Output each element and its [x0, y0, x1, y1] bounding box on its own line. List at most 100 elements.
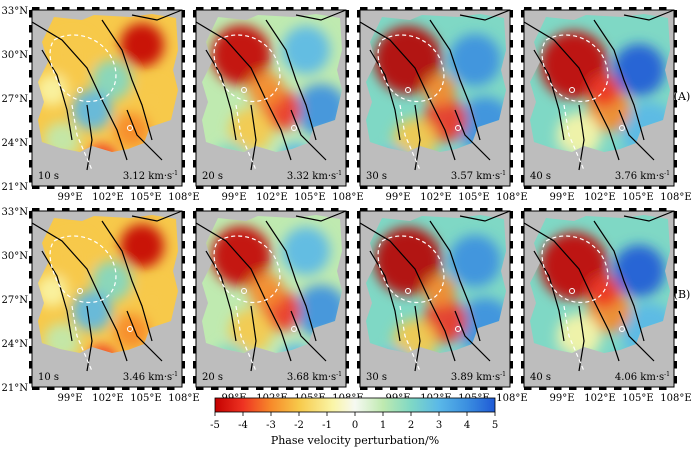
longitude-tick: 102°E: [584, 393, 615, 404]
row-label-b: (B): [674, 288, 691, 301]
dashed-fault: [399, 104, 421, 171]
velocity-anomaly: [449, 34, 501, 86]
fault-line: [459, 210, 511, 222]
row-b-label: (B): [674, 288, 691, 301]
fault-line: [86, 305, 93, 372]
velocity-anomaly: [449, 235, 501, 287]
dashed-fault: [71, 104, 93, 171]
dashed-fault: [71, 305, 93, 372]
station-marker: [241, 288, 247, 294]
velocity-anomaly: [248, 72, 284, 108]
fault-line: [250, 104, 257, 171]
fault-line: [359, 21, 456, 161]
period-label: 20 s: [202, 171, 223, 182]
velocity-anomaly: [229, 108, 273, 152]
fault-line: [623, 9, 675, 21]
station-marker: [77, 87, 83, 93]
period-label: 30 s: [366, 171, 387, 182]
fault-line: [250, 305, 257, 372]
velocity-anomaly: [50, 33, 94, 77]
colorbar-tick: 1: [380, 420, 386, 431]
velocity-anomaly: [248, 273, 284, 309]
fault-line: [593, 19, 645, 141]
longitude-tick: 102°E: [420, 192, 451, 203]
row-label-a: (A): [674, 90, 691, 103]
fault-line: [101, 19, 153, 141]
map-panel: 40 s 4.06 km·s-1 99°E 102°E 105°E 108°E: [521, 208, 692, 404]
fault-line: [41, 49, 73, 141]
map-panel: 30 s 3.57 km·s-1 99°E 102°E 105°E 108°E: [357, 7, 528, 203]
fault-line: [290, 109, 327, 161]
period-label: 40 s: [530, 372, 551, 383]
station-marker: [77, 288, 83, 294]
longitude-tick: 108°E: [168, 393, 199, 404]
station-marker: [127, 326, 133, 332]
fault-line: [429, 19, 481, 141]
longitude-tick: 102°E: [92, 192, 123, 203]
velocity-anomaly: [72, 291, 112, 331]
velocity-anomaly: [120, 224, 164, 268]
latitude-tick: 33°N: [2, 207, 29, 218]
velocity-anomaly: [557, 113, 601, 152]
period-label: 30 s: [366, 372, 387, 383]
dashed-fault: [399, 305, 421, 372]
fault-line: [131, 210, 183, 222]
map-panel: 20 s 3.32 km·s-1 99°E 102°E 105°E 108°E: [193, 7, 364, 203]
fault-line: [578, 305, 585, 372]
fault-line: [454, 109, 491, 161]
latitude-tick: 24°N: [2, 339, 29, 350]
velocity-label: 3.89 km·s-1: [451, 371, 506, 383]
longitude-tick: 105°E: [130, 192, 161, 203]
fault-line: [414, 104, 421, 171]
fault-line: [126, 310, 163, 362]
velocity-label: 4.06 km·s-1: [615, 371, 670, 383]
velocity-label: 3.12 km·s-1: [123, 170, 178, 182]
velocity-label: 3.76 km·s-1: [615, 170, 670, 182]
colorbar-tick: 3: [436, 420, 442, 431]
velocity-label: 3.32 km·s-1: [287, 170, 342, 182]
station-marker: [127, 125, 133, 131]
latitude-tick: 24°N: [2, 138, 29, 149]
velocity-anomaly: [282, 26, 330, 74]
station-marker: [291, 326, 297, 332]
longitude-tick: 99°E: [385, 192, 410, 203]
fault-line: [290, 310, 327, 362]
velocity-label: 3.68 km·s-1: [287, 371, 342, 383]
station-marker: [619, 125, 625, 131]
velocity-anomaly: [229, 309, 273, 353]
fault-line: [126, 109, 163, 161]
fault-line: [41, 250, 73, 342]
longitude-tick: 99°E: [57, 393, 82, 404]
latitude-tick: 21°N: [2, 383, 29, 394]
station-marker: [619, 326, 625, 332]
velocity-anomaly: [613, 245, 665, 297]
station-marker: [241, 87, 247, 93]
latitude-tick: 30°N: [2, 50, 29, 61]
colorbar-tick: 0: [352, 420, 358, 431]
colorbar-tick: 2: [408, 420, 414, 431]
period-label: 40 s: [530, 171, 551, 182]
colorbar-label: Phase velocity perturbation/%: [271, 434, 439, 447]
fault-line: [623, 210, 675, 222]
fault-line: [265, 19, 317, 141]
colorbar-ticks: -5 -4 -3 -2 -1 0 1 2 3 4 5: [210, 412, 498, 431]
fault-line: [618, 109, 655, 161]
velocity-anomaly: [613, 44, 665, 96]
row-a-label: (A): [674, 90, 691, 103]
velocity-label: 3.57 km·s-1: [451, 170, 506, 182]
station-marker: [455, 125, 461, 131]
velocity-anomaly: [38, 74, 68, 106]
station-marker: [569, 288, 575, 294]
colorbar-tick: -3: [266, 420, 276, 431]
latitude-tick: 30°N: [2, 251, 29, 262]
fault-line: [618, 310, 655, 362]
longitude-tick: 105°E: [622, 393, 653, 404]
dashed-fault: [235, 305, 257, 372]
longitude-tick: 108°E: [332, 192, 363, 203]
longitude-tick: 105°E: [622, 192, 653, 203]
fault-line: [195, 21, 292, 161]
longitude-tick: 108°E: [168, 192, 199, 203]
fault-line: [369, 49, 401, 141]
